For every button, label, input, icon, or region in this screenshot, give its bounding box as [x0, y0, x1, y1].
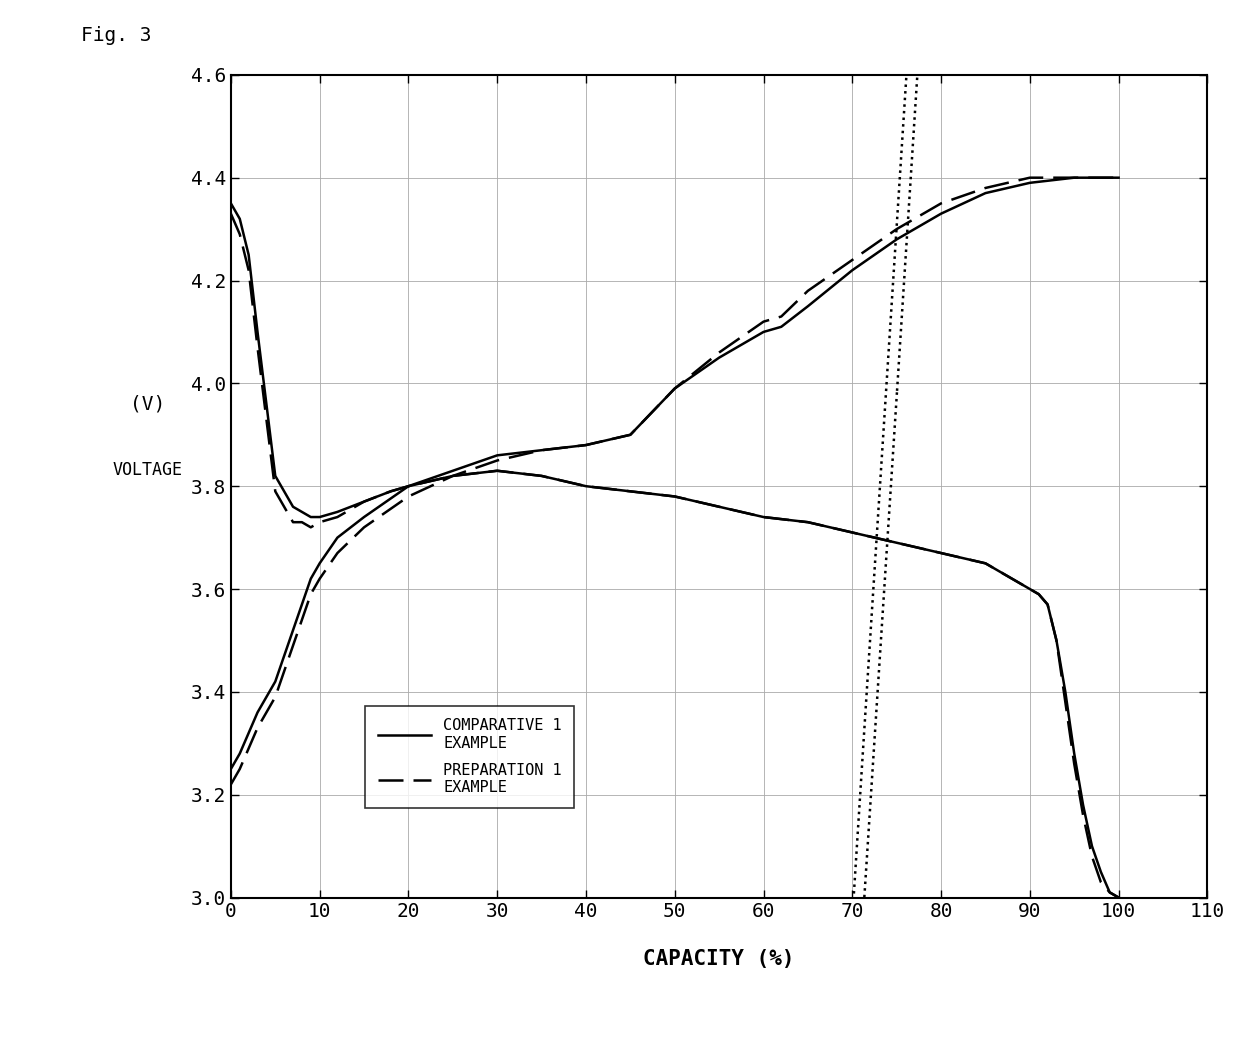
- Legend: COMPARATIVE 1
EXAMPLE, PREPARATION 1
EXAMPLE: COMPARATIVE 1 EXAMPLE, PREPARATION 1 EXA…: [366, 706, 574, 807]
- Text: VOLTAGE: VOLTAGE: [113, 461, 182, 478]
- X-axis label: CAPACITY (%): CAPACITY (%): [644, 950, 795, 970]
- Text: (V): (V): [130, 395, 165, 414]
- Text: Fig. 3: Fig. 3: [81, 26, 151, 45]
